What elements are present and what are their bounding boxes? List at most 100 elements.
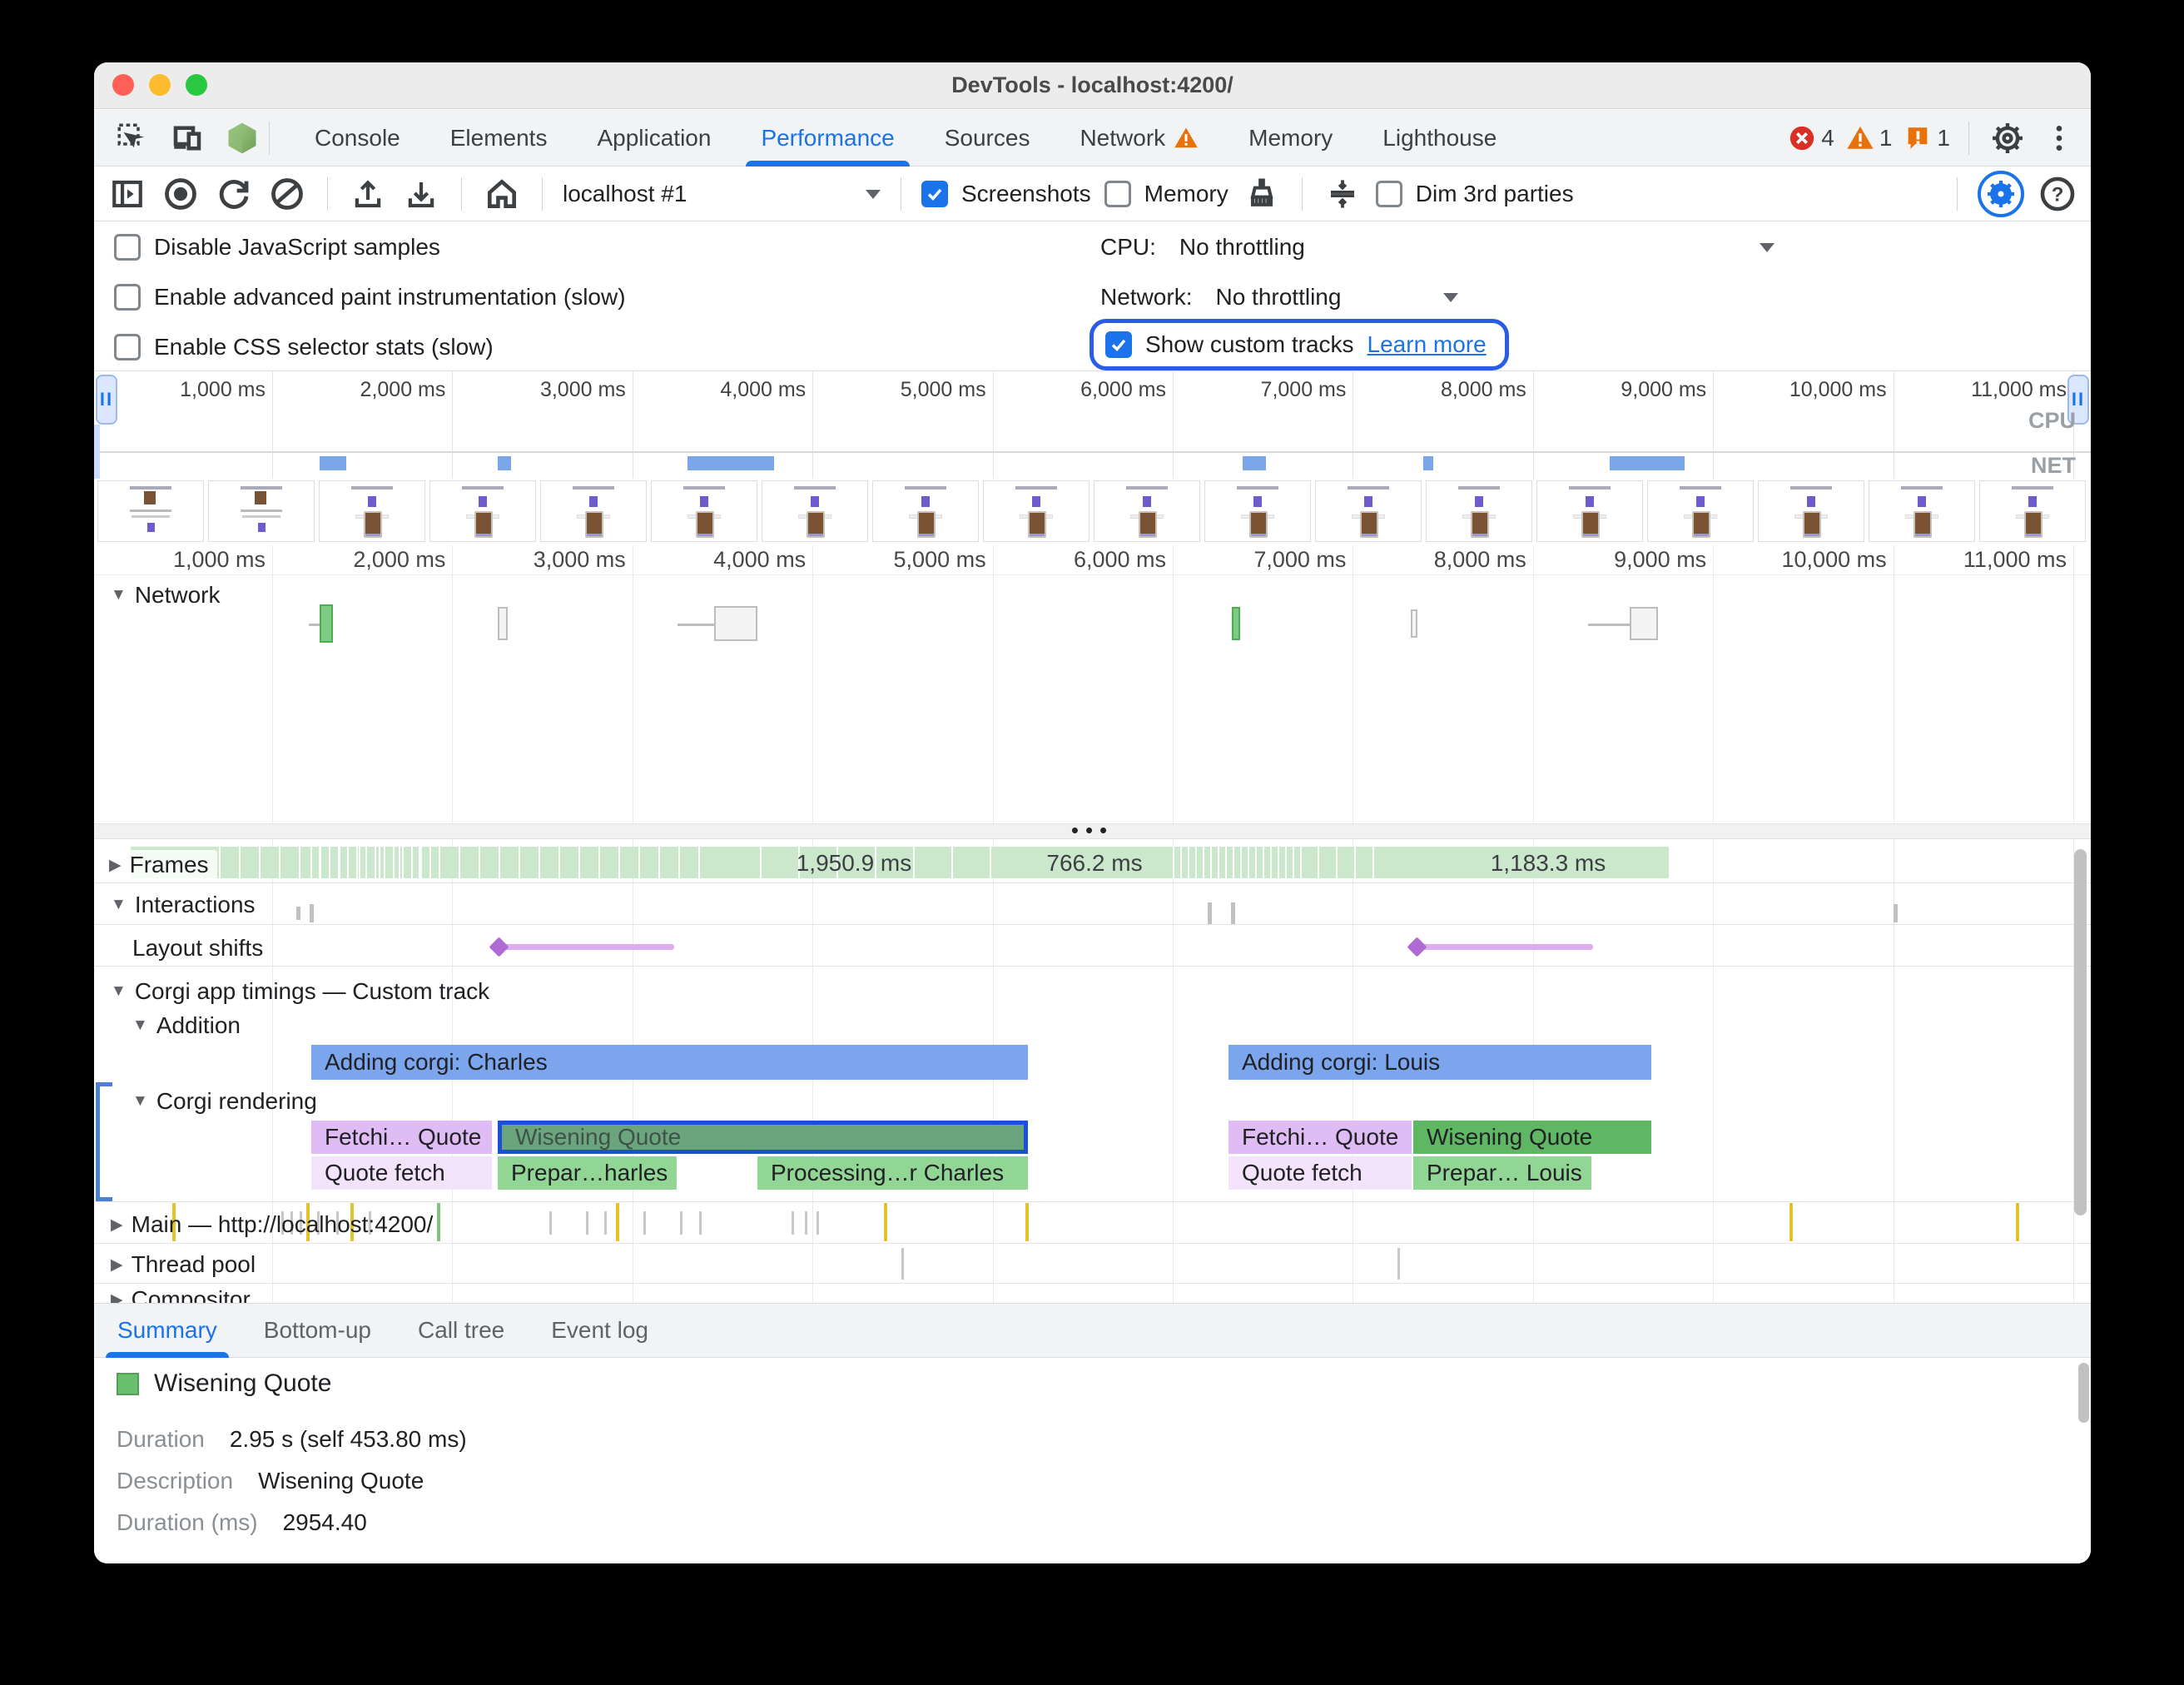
show-custom-tracks-highlight[interactable]: Show custom tracks Learn more <box>1090 319 1509 370</box>
track-label-frames[interactable]: ▶ Frames <box>107 850 217 880</box>
filmstrip-thumbnail[interactable] <box>872 480 979 542</box>
details-tab-bottom-up[interactable]: Bottom-up <box>263 1317 371 1343</box>
tab-lighthouse[interactable]: Lighthouse <box>1358 110 1521 167</box>
filmstrip-thumbnail[interactable] <box>540 480 647 542</box>
filmstrip-thumbnail[interactable] <box>1426 480 1532 542</box>
track-label-interactions[interactable]: ▼ Interactions <box>111 892 256 918</box>
dim-third-parties-checkbox[interactable] <box>1375 181 1402 207</box>
custom-track-event[interactable]: Fetchi… Quote <box>1228 1121 1412 1154</box>
interaction-mark[interactable] <box>1231 902 1235 924</box>
filmstrip-thumbnail[interactable] <box>651 480 757 542</box>
filmstrip-thumbnail[interactable] <box>762 480 868 542</box>
upload-profile-icon[interactable] <box>348 174 388 214</box>
interaction-mark[interactable] <box>1894 904 1898 922</box>
custom-track-event[interactable]: Adding corgi: Charles <box>311 1045 1028 1080</box>
track-label-custom[interactable]: ▼ Corgi app timings — Custom track <box>111 978 489 1005</box>
filmstrip-thumbnail[interactable] <box>208 480 315 542</box>
triangle-down-icon[interactable]: ▼ <box>111 896 127 913</box>
cpu-throttling-select[interactable]: CPU: No throttling <box>1100 234 1774 261</box>
tab-memory[interactable]: Memory <box>1224 110 1358 167</box>
track-label-network[interactable]: ▼ Network <box>111 582 221 609</box>
screenshots-checkbox-row[interactable]: Screenshots <box>921 181 1091 207</box>
memory-checkbox-row[interactable]: Memory <box>1104 181 1228 207</box>
network-request[interactable] <box>1411 609 1417 638</box>
details-tab-summary[interactable]: Summary <box>106 1303 229 1358</box>
details-tab-call-tree[interactable]: Call tree <box>417 1317 505 1343</box>
dim-third-parties-row[interactable]: Dim 3rd parties <box>1375 181 1574 207</box>
tab-console[interactable]: Console <box>290 110 425 167</box>
network-request[interactable] <box>498 607 508 640</box>
css-selector-stats-row[interactable]: Enable CSS selector stats (slow) <box>114 322 626 372</box>
minimize-window-button[interactable] <box>149 74 171 96</box>
summary-scrollbar-thumb[interactable] <box>2078 1363 2089 1423</box>
overview-right-handle[interactable]: II <box>2067 375 2089 425</box>
custom-track-event[interactable]: Prepar… Louis <box>1413 1156 1591 1190</box>
timeline-scrollbar-thumb[interactable] <box>2074 849 2087 1215</box>
triangle-down-icon[interactable]: ▼ <box>111 982 127 1000</box>
settings-gear-icon[interactable] <box>1988 118 2028 158</box>
device-toolbar-icon[interactable] <box>167 118 207 158</box>
warning-count-badge[interactable]: 1 <box>1846 124 1892 152</box>
filmstrip-thumbnail[interactable] <box>1758 480 1864 542</box>
tab-elements[interactable]: Elements <box>425 110 573 167</box>
show-custom-tracks-checkbox[interactable] <box>1105 331 1132 358</box>
disable-js-samples-row[interactable]: Disable JavaScript samples <box>114 222 626 272</box>
triangle-right-icon[interactable]: ▶ <box>111 1255 123 1274</box>
history-select[interactable]: localhost #1 <box>563 181 881 207</box>
triangle-down-icon[interactable]: ▼ <box>111 586 127 604</box>
triangle-right-icon[interactable]: ▶ <box>111 1215 123 1234</box>
filmstrip-thumbnail[interactable] <box>983 480 1090 542</box>
help-icon[interactable]: ? <box>2038 174 2077 214</box>
download-profile-icon[interactable] <box>401 174 441 214</box>
timeline-overview[interactable]: 1,000 ms 2,000 ms 3,000 ms 4,000 ms 5,000 ms… <box>94 370 2091 479</box>
memory-checkbox[interactable] <box>1104 181 1131 207</box>
clear-icon[interactable] <box>267 174 307 214</box>
capture-settings-gear-icon[interactable] <box>1978 171 2024 217</box>
custom-track-event[interactable]: Quote fetch <box>1228 1156 1412 1190</box>
network-request[interactable] <box>1630 607 1658 640</box>
frames-band[interactable] <box>131 847 1669 878</box>
layout-shift-line[interactable] <box>1417 944 1593 950</box>
triangle-right-icon[interactable]: ▶ <box>109 856 122 874</box>
tab-sources[interactable]: Sources <box>920 110 1055 167</box>
filmstrip-thumbnail[interactable] <box>429 480 536 542</box>
close-window-button[interactable] <box>112 74 134 96</box>
extension-hexagon-icon[interactable] <box>222 118 262 158</box>
custom-track-event[interactable]: Fetchi… Quote <box>311 1121 492 1154</box>
filmstrip-thumbnail[interactable] <box>1979 480 2086 542</box>
filmstrip-thumbnail[interactable] <box>319 480 425 542</box>
network-request[interactable] <box>1232 607 1240 640</box>
custom-track-event[interactable]: Prepar…harles <box>498 1156 677 1190</box>
collect-garbage-icon[interactable] <box>1242 174 1282 214</box>
custom-track-event[interactable]: Quote fetch <box>311 1156 492 1190</box>
filmstrip-thumbnail[interactable] <box>1204 480 1311 542</box>
filmstrip-thumbnail[interactable] <box>1536 480 1643 542</box>
advanced-paint-row[interactable]: Enable advanced paint instrumentation (s… <box>114 272 626 322</box>
custom-track-event[interactable]: Processing…r Charles <box>757 1156 1028 1190</box>
interaction-mark[interactable] <box>1208 902 1212 924</box>
filmstrip-thumbnail[interactable] <box>97 480 204 542</box>
timeline-ruler[interactable]: 1,000 ms 2,000 ms 3,000 ms 4,000 ms 5,000 ms… <box>94 545 2091 575</box>
custom-track-event[interactable]: Adding corgi: Louis <box>1228 1045 1651 1080</box>
triangle-down-icon[interactable]: ▼ <box>132 1092 148 1110</box>
interaction-mark[interactable] <box>296 907 300 920</box>
custom-track-event[interactable]: Wisening Quote <box>498 1121 1028 1154</box>
issues-count-badge[interactable]: 1 <box>1904 124 1950 152</box>
learn-more-link[interactable]: Learn more <box>1367 331 1487 357</box>
filmstrip-thumbnail[interactable] <box>1094 480 1200 542</box>
overview-left-handle[interactable]: II <box>96 375 117 425</box>
css-selector-stats-checkbox[interactable] <box>114 334 141 360</box>
error-count-badge[interactable]: 4 <box>1788 124 1834 152</box>
layout-shift-diamond[interactable] <box>489 937 509 957</box>
filmstrip-thumbnail[interactable] <box>1869 480 1975 542</box>
collapse-sections-icon[interactable] <box>1323 174 1363 214</box>
custom-track-event[interactable]: Wisening Quote <box>1413 1121 1651 1154</box>
filmstrip-thumbnail[interactable] <box>1315 480 1422 542</box>
track-label-main[interactable]: ▶ Main — http://localhost:4200/ <box>111 1211 433 1238</box>
disable-js-samples-checkbox[interactable] <box>114 234 141 261</box>
network-request[interactable] <box>320 604 333 643</box>
interaction-mark[interactable] <box>310 904 314 922</box>
home-icon[interactable] <box>482 174 522 214</box>
track-label-thread-pool[interactable]: ▶ Thread pool <box>111 1251 256 1278</box>
track-label-clipped[interactable]: ▶ Compositor <box>111 1286 251 1303</box>
